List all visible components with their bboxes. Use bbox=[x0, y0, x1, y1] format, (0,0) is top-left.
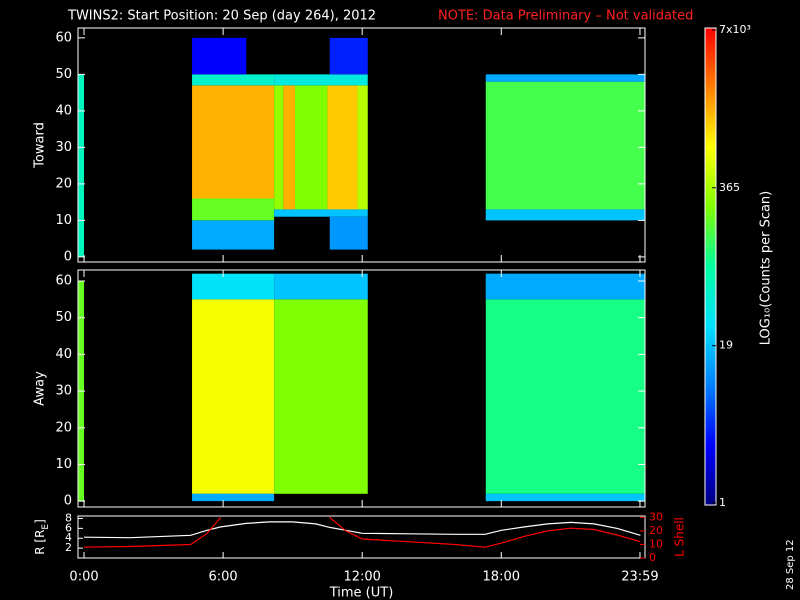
x-tick-label: 12:00 bbox=[343, 570, 380, 585]
y-tick-label: 20 bbox=[55, 420, 72, 435]
heatmap-cell bbox=[329, 37, 368, 75]
lines bbox=[83, 516, 641, 548]
heatmap bbox=[78, 273, 645, 502]
y-axis-label: Toward bbox=[33, 122, 48, 169]
heatmap-cell bbox=[192, 85, 275, 199]
x-tick-label: 23:59 bbox=[621, 570, 658, 585]
colorbar-tick-label: 1 bbox=[719, 496, 726, 509]
y2-tick-label: 30 bbox=[649, 510, 663, 523]
note: NOTE: Data Preliminary – Not validated bbox=[438, 9, 693, 24]
date-stamp: 28 Sep 12 bbox=[785, 539, 796, 590]
colorbar-label: LOG₁₀(Counts per Scan) bbox=[759, 191, 774, 346]
heatmap-cell bbox=[192, 493, 275, 502]
y-tick-label: 60 bbox=[55, 30, 72, 45]
heatmap-cell bbox=[485, 209, 645, 221]
heatmap-cell bbox=[274, 209, 368, 217]
y-tick-label: 40 bbox=[55, 347, 72, 362]
y-axis-label: Away bbox=[33, 371, 48, 406]
x-axis-label: Time (UT) bbox=[329, 586, 394, 600]
heatmap-cell bbox=[485, 493, 645, 502]
y-tick-label: 20 bbox=[55, 176, 72, 191]
y-tick-label: 30 bbox=[55, 140, 72, 155]
heatmap-cell bbox=[485, 81, 645, 210]
y2-tick-label: 0 bbox=[649, 551, 656, 564]
heatmap-cell bbox=[192, 220, 275, 250]
colorbar-tick-label: 7x10³ bbox=[719, 23, 751, 36]
y-tick-label: 40 bbox=[55, 103, 72, 118]
y-tick-label: 60 bbox=[55, 274, 72, 289]
y-tick-label: 30 bbox=[55, 384, 72, 399]
heatmap-cell bbox=[192, 273, 275, 300]
heatmap-cell bbox=[192, 299, 275, 494]
y-tick-label: 0 bbox=[64, 249, 72, 264]
heatmap-cell bbox=[327, 85, 358, 210]
x-tick-label: 0:00 bbox=[69, 570, 98, 585]
y-tick-label: 2 bbox=[65, 541, 72, 554]
y-tick-label: 10 bbox=[55, 457, 72, 472]
series-line bbox=[83, 516, 641, 548]
x-tick-label: 6:00 bbox=[209, 570, 238, 585]
heatmap-cell bbox=[192, 198, 275, 221]
y-tick-label: 0 bbox=[64, 494, 72, 509]
heatmap-cell bbox=[485, 299, 645, 494]
heatmap-cell bbox=[274, 273, 368, 300]
heatmap-cell bbox=[274, 299, 368, 494]
heatmap-cell bbox=[283, 85, 295, 210]
y-axis-label: R [RE] bbox=[33, 519, 51, 555]
colorbar bbox=[704, 27, 717, 506]
heatmap-cell bbox=[329, 216, 368, 250]
colorbar-tick-label: 365 bbox=[719, 181, 740, 194]
heatmap-cell bbox=[192, 74, 275, 86]
plot-frame bbox=[77, 515, 646, 559]
y-tick-label: 10 bbox=[55, 213, 72, 228]
chart-title: TWINS2: Start Position: 20 Sep (day 264)… bbox=[67, 9, 376, 24]
y-tick-label: 6 bbox=[65, 521, 72, 534]
colorbar-tick-label: 19 bbox=[719, 339, 733, 352]
heatmap-cell bbox=[274, 85, 284, 210]
y2-axis-label: L Shell bbox=[673, 517, 687, 557]
heatmap-cell bbox=[274, 74, 368, 86]
heatmap-cell bbox=[294, 85, 328, 210]
y-axis-label-part: R [R bbox=[33, 530, 47, 555]
heatmap-cell bbox=[357, 85, 368, 210]
x-tick-label: 18:00 bbox=[483, 570, 520, 585]
y-axis-label-part: E bbox=[41, 524, 51, 530]
y2-tick-label: 20 bbox=[649, 524, 663, 537]
y-tick-label: 8 bbox=[65, 511, 72, 524]
heatmap-cell bbox=[192, 37, 247, 75]
heatmap bbox=[78, 37, 645, 257]
heatmap-cell bbox=[78, 74, 85, 257]
y-axis-label-part: ] bbox=[33, 519, 47, 524]
plot-frame bbox=[77, 27, 646, 263]
heatmap-cell bbox=[485, 74, 645, 82]
y-tick-label: 50 bbox=[55, 67, 72, 82]
plot-frame bbox=[77, 269, 646, 508]
series-line bbox=[83, 521, 641, 539]
y-tick-label: 4 bbox=[65, 531, 72, 544]
y2-tick-label: 10 bbox=[649, 537, 663, 550]
y-tick-label: 50 bbox=[55, 310, 72, 325]
heatmap-cell bbox=[485, 273, 645, 300]
